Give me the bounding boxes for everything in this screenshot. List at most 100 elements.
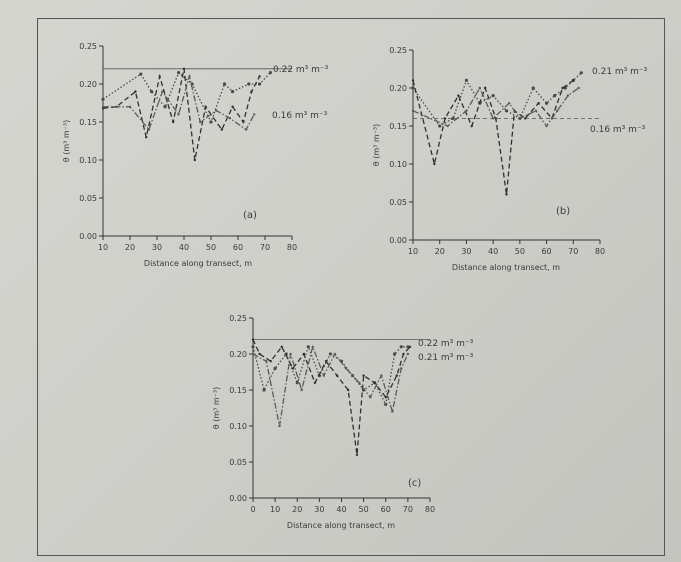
reference-label: 0.21 m³ m⁻³	[418, 353, 474, 363]
figure-frame	[37, 18, 665, 556]
data-point	[572, 79, 575, 82]
data-point	[470, 124, 473, 128]
y-tick-label: 0.10	[229, 422, 247, 431]
x-tick-label: 70	[260, 243, 270, 252]
data-point	[163, 105, 167, 109]
data-point	[251, 352, 255, 356]
y-tick-label: 0.00	[229, 494, 247, 503]
data-point	[250, 90, 253, 93]
data-point	[408, 345, 412, 348]
data-point	[433, 162, 436, 166]
data-point	[177, 71, 181, 75]
x-axis-title: Distance along transect, m	[144, 259, 252, 268]
data-point	[328, 352, 333, 356]
data-point	[220, 128, 223, 131]
data-point	[134, 90, 137, 93]
x-tick-label: 40	[336, 505, 346, 514]
data-point	[438, 124, 442, 128]
series-line	[412, 72, 582, 127]
data-point	[446, 124, 449, 128]
data-point	[251, 345, 255, 349]
data-point	[518, 117, 522, 120]
data-point	[172, 120, 175, 124]
x-tick-label: 10	[270, 505, 280, 514]
data-point	[391, 410, 394, 413]
data-point	[145, 136, 148, 139]
data-point	[534, 109, 538, 113]
data-point	[457, 94, 460, 97]
x-axis-title: Distance along transect, m	[287, 521, 395, 530]
data-point	[384, 396, 387, 399]
x-axis-title: Distance along transect, m	[452, 263, 560, 272]
data-point	[204, 105, 207, 109]
data-point	[494, 117, 498, 120]
y-tick-label: 0.15	[229, 386, 247, 395]
data-point	[231, 105, 234, 109]
data-point	[406, 352, 410, 356]
x-tick-label: 80	[425, 505, 435, 514]
series-line	[412, 86, 580, 128]
data-point	[411, 86, 415, 90]
reference-label: 0.22 m³ m⁻³	[418, 339, 474, 349]
data-point	[552, 94, 557, 98]
series-line	[102, 71, 271, 124]
data-point	[545, 124, 548, 128]
data-point	[280, 345, 283, 348]
data-point	[244, 128, 248, 131]
data-point	[322, 374, 325, 377]
x-tick-label: 50	[206, 243, 216, 252]
data-point	[478, 86, 481, 90]
y-tick-label: 0.25	[79, 42, 97, 51]
panel-label: (a)	[243, 210, 257, 221]
data-point	[311, 345, 314, 348]
data-point	[333, 352, 337, 356]
data-point	[395, 374, 399, 377]
series-line	[102, 68, 261, 161]
x-tick-label: 50	[515, 247, 525, 256]
data-point	[505, 193, 508, 196]
y-tick-label: 0.05	[229, 458, 247, 467]
series-line	[252, 344, 409, 427]
y-tick-label: 0.15	[389, 122, 407, 131]
data-point	[373, 381, 376, 384]
data-point	[524, 117, 527, 120]
data-point	[544, 101, 549, 105]
data-point	[369, 396, 372, 399]
data-point	[464, 78, 469, 82]
x-tick-label: 80	[595, 247, 605, 256]
data-point	[268, 71, 272, 75]
data-point	[384, 402, 388, 406]
x-tick-label: 40	[488, 247, 498, 256]
x-tick-label: 70	[568, 247, 578, 256]
data-point	[507, 102, 511, 105]
data-point	[344, 367, 348, 370]
data-point	[411, 109, 415, 113]
data-point	[465, 109, 468, 113]
data-point	[346, 388, 350, 392]
data-point	[358, 381, 361, 384]
y-tick-label: 0.25	[389, 46, 407, 55]
data-point	[128, 105, 132, 109]
data-point	[150, 90, 154, 94]
data-point	[177, 113, 180, 116]
data-point	[491, 94, 495, 98]
y-axis-title: θ (m³ m⁻³)	[62, 120, 71, 162]
y-axis-title: θ (m³ m⁻³)	[372, 124, 381, 166]
x-tick-label: 0	[250, 505, 255, 514]
data-point	[537, 102, 540, 105]
x-tick-label: 20	[125, 243, 135, 252]
data-point	[161, 90, 164, 93]
data-point	[335, 374, 339, 377]
data-point	[399, 345, 403, 349]
data-point	[400, 367, 403, 370]
series-line	[103, 73, 255, 131]
data-point	[355, 453, 359, 456]
data-point	[251, 338, 255, 341]
reference-label: 0.22 m³ m⁻³	[273, 65, 329, 75]
series-line	[252, 344, 408, 407]
data-point	[300, 388, 303, 392]
data-point	[451, 116, 455, 120]
data-point	[139, 72, 143, 76]
data-point	[209, 120, 213, 124]
